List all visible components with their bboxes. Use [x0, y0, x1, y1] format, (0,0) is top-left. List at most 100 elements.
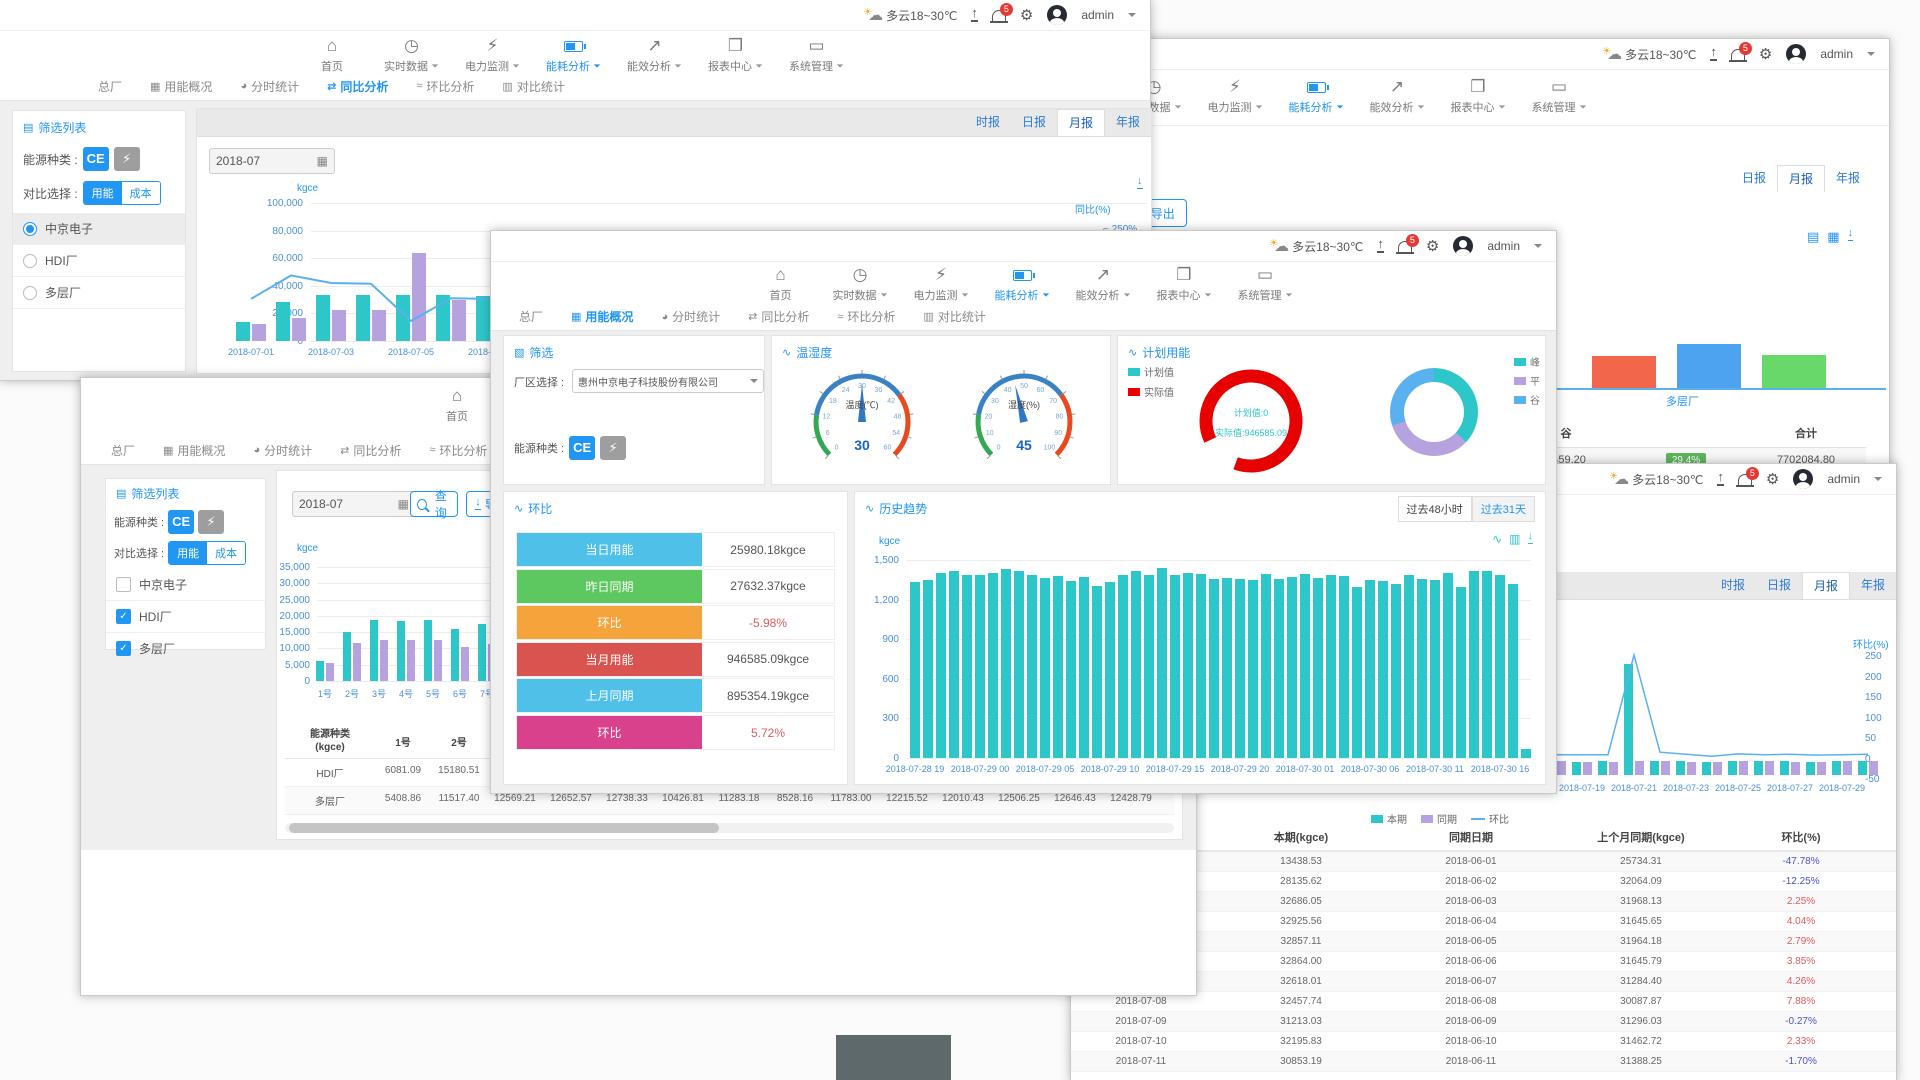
- upload-icon[interactable]: ↑: [1377, 236, 1384, 253]
- tab-分时统计[interactable]: ◕ 分时统计: [661, 310, 721, 324]
- tab-同比分析[interactable]: ⇄ 同比分析: [340, 443, 402, 458]
- download-icon[interactable]: ↓: [1527, 530, 1533, 544]
- energy-type-electric-button[interactable]: ⚡: [198, 510, 225, 534]
- tab-对比统计[interactable]: ▥对比统计: [923, 310, 986, 324]
- plant-checkbox-HDI厂[interactable]: ✓ HDI厂: [106, 601, 265, 633]
- period-tab-时报[interactable]: 时报: [975, 115, 1000, 129]
- plant-option-多层厂[interactable]: 多层厂: [13, 277, 185, 309]
- winD-horizontal-scrollbar[interactable]: [285, 823, 1174, 833]
- line-view-icon[interactable]: ∿: [1492, 532, 1503, 546]
- grid-view-icon[interactable]: ▦: [1827, 229, 1840, 244]
- tab-同比分析[interactable]: ⇄ 同比分析: [748, 310, 810, 324]
- settings-gear-icon[interactable]: ⚙: [1425, 238, 1440, 255]
- query-button[interactable]: 查询: [410, 489, 458, 520]
- nav-item-实时数据[interactable]: ◷实时数据: [833, 265, 888, 303]
- nav-item-电力监测[interactable]: ⚡电力监测: [1208, 77, 1263, 115]
- nav-item-首页[interactable]: ⌂首页: [769, 265, 792, 302]
- compare-cost-toggle[interactable]: 成本: [121, 182, 160, 204]
- nav-item-首页[interactable]: ⌂首页: [321, 36, 343, 73]
- tab-对比统计[interactable]: ▥对比统计: [502, 79, 565, 94]
- tab-环比分析[interactable]: ≈ 环比分析: [416, 79, 475, 94]
- nav-item-实时数据[interactable]: ◷实时数据: [384, 36, 439, 74]
- notifications-bell-icon[interactable]: 5: [989, 2, 1013, 23]
- plant-checkbox-中京电子[interactable]: 中京电子: [106, 569, 265, 601]
- tab-分时统计[interactable]: ◕ 分时统计: [253, 443, 313, 458]
- tab-用能概况[interactable]: ▦ 用能概况: [571, 310, 634, 324]
- username[interactable]: admin: [1487, 239, 1520, 253]
- download-icon[interactable]: ↓: [1847, 227, 1854, 241]
- user-avatar[interactable]: [1786, 44, 1807, 64]
- tab-分时统计[interactable]: ◕ 分时统计: [240, 79, 300, 94]
- energy-type-ce-button[interactable]: CE: [168, 510, 195, 534]
- compare-cost-toggle[interactable]: 成本: [207, 542, 246, 564]
- nav-item-报表中心[interactable]: ❒报表中心: [1451, 77, 1506, 115]
- nav-item-首页[interactable]: ⌂首页: [446, 386, 468, 423]
- period-tab-月报[interactable]: 月报: [1777, 165, 1825, 192]
- tab-同比分析[interactable]: ⇄ 同比分析: [327, 79, 389, 94]
- tab-环比分析[interactable]: ≈ 环比分析: [429, 443, 488, 458]
- energy-type-ce-button[interactable]: CE: [569, 436, 596, 460]
- plant-checkbox-多层厂[interactable]: ✓ 多层厂: [106, 633, 265, 665]
- bar-view-icon[interactable]: ▥: [1509, 532, 1521, 546]
- download-icon[interactable]: ↓: [1137, 175, 1143, 189]
- upload-icon[interactable]: ↑: [1717, 469, 1724, 486]
- period-tab-日报[interactable]: 日报: [1021, 115, 1046, 129]
- user-avatar[interactable]: [1047, 5, 1068, 25]
- username[interactable]: admin: [1827, 472, 1860, 486]
- user-avatar[interactable]: [1793, 469, 1814, 489]
- upload-icon[interactable]: ↑: [971, 5, 978, 22]
- settings-gear-icon[interactable]: ⚙: [1758, 46, 1773, 63]
- period-tab-时报[interactable]: 时报: [1720, 578, 1745, 592]
- nav-item-能耗分析[interactable]: 能耗分析: [995, 265, 1050, 303]
- winD-date-picker[interactable]: 2018-07 ▦: [292, 491, 416, 517]
- tab-总厂[interactable]: 总厂: [111, 443, 136, 458]
- calendar-icon: ▦: [397, 497, 409, 511]
- settings-gear-icon[interactable]: ⚙: [1765, 471, 1780, 488]
- nav-item-系统管理[interactable]: ▭系统管理: [789, 36, 844, 74]
- nav-item-电力监测[interactable]: ⚡电力监测: [914, 265, 969, 303]
- nav-item-电力监测[interactable]: ⚡电力监测: [465, 36, 520, 74]
- tab-总厂[interactable]: 总厂: [519, 310, 544, 324]
- compare-energy-toggle[interactable]: 用能: [169, 542, 208, 564]
- nav-item-报表中心[interactable]: ❒报表中心: [1157, 265, 1212, 303]
- notifications-bell-icon[interactable]: 5: [1728, 41, 1752, 62]
- username[interactable]: admin: [1820, 47, 1853, 61]
- nav-item-报表中心[interactable]: ❒报表中心: [708, 36, 763, 74]
- energy-type-ce-button[interactable]: CE: [82, 147, 109, 171]
- nav-item-能效分析[interactable]: ↗能效分析: [1076, 265, 1131, 303]
- tab-用能概况[interactable]: ▦ 用能概况: [150, 79, 213, 94]
- nav-item-能耗分析[interactable]: 能耗分析: [546, 36, 601, 74]
- period-tab-年报[interactable]: 年报: [1835, 171, 1860, 185]
- energy-type-electric-button[interactable]: ⚡: [113, 147, 140, 171]
- nav-item-能效分析[interactable]: ↗能效分析: [1370, 77, 1425, 115]
- winA-date-picker[interactable]: 2018-07 ▦: [209, 148, 335, 174]
- tab-总厂[interactable]: 总厂: [98, 79, 123, 94]
- period-tab-日报[interactable]: 日报: [1766, 578, 1791, 592]
- energy-type-electric-button[interactable]: ⚡: [600, 436, 627, 460]
- user-avatar[interactable]: [1453, 236, 1474, 256]
- period-tab-月报[interactable]: 月报: [1057, 109, 1105, 136]
- nav-item-能效分析[interactable]: ↗能效分析: [627, 36, 682, 74]
- tab-用能概况[interactable]: ▦ 用能概况: [163, 443, 226, 458]
- username[interactable]: admin: [1081, 8, 1114, 22]
- nav-item-系统管理[interactable]: ▭系统管理: [1532, 77, 1587, 115]
- tab-环比分析[interactable]: ≈ 环比分析: [837, 310, 896, 324]
- past-31d-button[interactable]: 过去31天: [1471, 496, 1535, 522]
- plant-option-中京电子[interactable]: 中京电子: [13, 213, 185, 245]
- hist-bar: [1482, 570, 1492, 758]
- upload-icon[interactable]: ↑: [1710, 44, 1717, 61]
- settings-gear-icon[interactable]: ⚙: [1019, 7, 1034, 24]
- nav-item-能耗分析[interactable]: 能耗分析: [1289, 77, 1344, 115]
- period-tab-月报[interactable]: 月报: [1802, 572, 1850, 599]
- notifications-bell-icon[interactable]: 5: [1735, 466, 1759, 487]
- period-tab-日报[interactable]: 日报: [1741, 171, 1766, 185]
- plant-option-HDI厂[interactable]: HDI厂: [13, 245, 185, 277]
- area-select[interactable]: 惠州中京电子科技股份有限公司: [572, 369, 764, 393]
- period-tab-年报[interactable]: 年报: [1115, 115, 1140, 129]
- notifications-bell-icon[interactable]: 5: [1395, 233, 1419, 254]
- compare-energy-toggle[interactable]: 用能: [83, 182, 122, 204]
- past-48h-button[interactable]: 过去48小时: [1397, 496, 1472, 522]
- nav-item-系统管理[interactable]: ▭系统管理: [1238, 265, 1293, 303]
- print-icon[interactable]: ▤: [1807, 229, 1820, 244]
- period-tab-年报[interactable]: 年报: [1860, 578, 1885, 592]
